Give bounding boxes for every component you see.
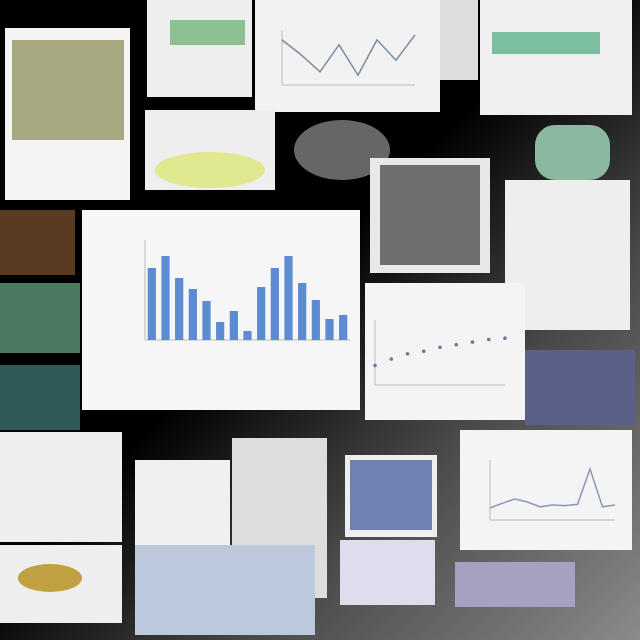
bar	[325, 319, 334, 340]
bar	[161, 256, 170, 340]
specimen-image	[294, 120, 390, 180]
specimen-image	[380, 165, 480, 265]
document	[440, 0, 478, 80]
specimen-image	[135, 545, 315, 635]
bar	[229, 311, 238, 340]
bar	[147, 268, 156, 340]
point	[373, 363, 377, 368]
specimen-image	[0, 210, 75, 275]
bar	[202, 301, 211, 340]
point	[421, 349, 426, 354]
bar	[311, 300, 320, 340]
document	[505, 180, 630, 330]
specimen-image	[0, 283, 80, 353]
bar	[257, 287, 266, 340]
specimen-image	[455, 562, 575, 607]
line	[281, 34, 416, 77]
specimen-image	[350, 460, 432, 530]
document	[255, 0, 440, 112]
bar	[298, 283, 307, 340]
document	[0, 432, 122, 542]
specimen-image	[12, 40, 124, 140]
bar	[284, 256, 293, 340]
point	[438, 345, 442, 350]
bar	[175, 278, 184, 340]
specimen-image	[525, 350, 635, 425]
point	[503, 336, 507, 341]
line	[489, 466, 616, 509]
specimen-image	[18, 564, 82, 592]
bar	[270, 268, 279, 340]
bar	[339, 315, 348, 340]
specimen-image	[155, 152, 265, 188]
point	[405, 352, 410, 356]
specimen-image	[535, 125, 610, 180]
document	[480, 0, 632, 115]
point	[470, 340, 475, 344]
chart-panel	[365, 283, 525, 420]
document	[340, 540, 435, 605]
point	[486, 337, 491, 342]
point	[389, 357, 394, 361]
figure	[170, 20, 245, 45]
chart-panel	[460, 430, 632, 550]
document	[147, 0, 252, 97]
bar	[216, 322, 225, 340]
bar	[188, 289, 197, 340]
point	[454, 342, 459, 347]
specimen-image	[0, 365, 80, 430]
figure	[492, 32, 600, 54]
bar	[243, 331, 252, 340]
